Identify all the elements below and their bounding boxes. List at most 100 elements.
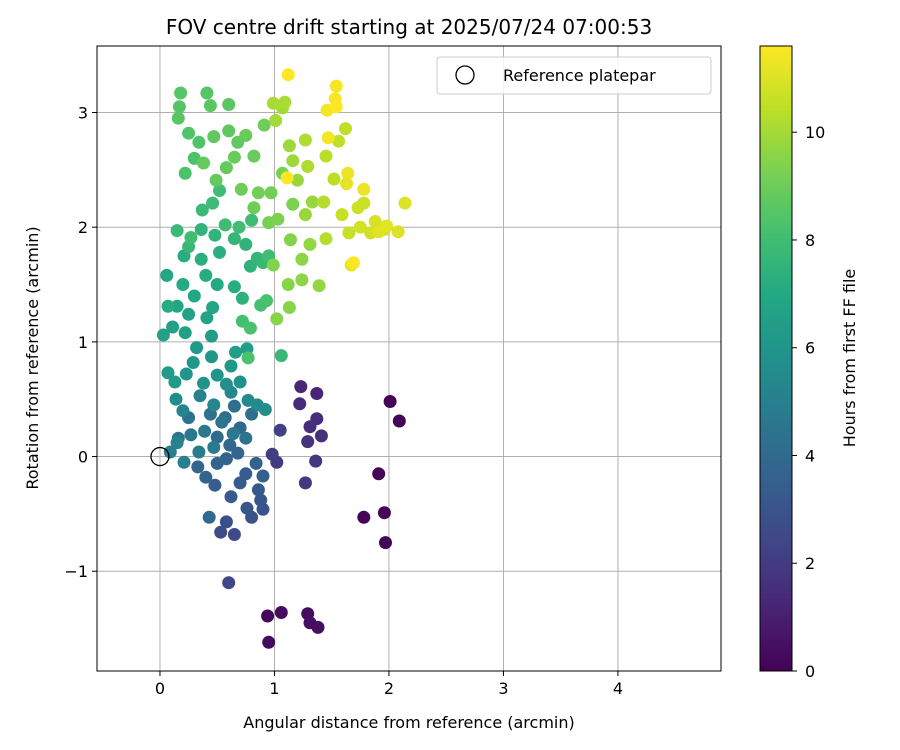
data-point	[311, 620, 325, 634]
data-point	[219, 515, 233, 529]
data-point	[357, 182, 371, 196]
data-point	[319, 149, 333, 163]
data-point	[257, 118, 271, 132]
colorbar-tick-label: 10	[805, 123, 825, 142]
data-point	[245, 213, 259, 227]
x-tick-label: 2	[384, 679, 394, 698]
data-point	[377, 506, 391, 520]
data-point	[282, 139, 296, 153]
data-point	[280, 171, 294, 185]
data-point	[347, 256, 360, 270]
x-tick-label: 1	[269, 679, 279, 698]
data-point	[233, 375, 247, 389]
data-point	[170, 224, 184, 238]
data-point	[176, 278, 190, 291]
data-point	[206, 196, 220, 210]
plot-area-frame	[96, 45, 722, 672]
data-point	[198, 424, 212, 438]
data-point	[305, 195, 319, 209]
data-point	[327, 172, 341, 186]
data-point	[262, 635, 276, 649]
data-point	[260, 294, 273, 308]
colorbar-tick-label: 8	[805, 231, 815, 250]
data-point	[231, 446, 245, 460]
data-point	[161, 299, 175, 313]
data-point	[281, 68, 295, 82]
data-point	[235, 291, 249, 305]
data-point	[298, 476, 312, 490]
y-tick-label: 2	[78, 218, 88, 237]
data-point	[210, 430, 224, 444]
data-point	[176, 404, 190, 418]
data-point	[247, 149, 261, 163]
data-point	[179, 367, 193, 381]
data-point	[207, 130, 221, 144]
data-point	[163, 445, 177, 459]
data-point	[193, 389, 207, 403]
data-point	[227, 528, 241, 541]
data-point	[314, 429, 328, 443]
data-point	[357, 196, 371, 210]
data-point	[294, 380, 308, 394]
data-point	[200, 86, 214, 100]
data-point	[209, 173, 223, 187]
data-point	[208, 228, 222, 242]
data-point	[269, 114, 283, 127]
data-point	[372, 225, 386, 239]
data-point	[178, 326, 192, 340]
data-point	[223, 438, 237, 452]
data-point	[206, 301, 220, 314]
data-point	[335, 208, 349, 222]
data-point	[194, 252, 208, 266]
y-axis: −1 0 1 2 3	[64, 104, 97, 581]
data-point	[174, 86, 188, 100]
colorbar-gradient	[759, 45, 793, 672]
data-point	[227, 399, 241, 413]
data-point	[266, 258, 280, 272]
legend-marker-reference	[455, 65, 475, 85]
data-point	[184, 231, 198, 244]
data-point	[251, 186, 265, 200]
data-point	[192, 445, 206, 459]
data-point	[239, 237, 253, 251]
data-point	[243, 321, 257, 335]
data-point	[339, 122, 352, 136]
colorbar-tick-label: 0	[805, 662, 815, 681]
data-point	[170, 436, 184, 450]
data-point	[341, 166, 355, 180]
data-point	[184, 428, 198, 442]
data-point	[303, 237, 317, 251]
data-point	[215, 415, 229, 429]
data-point	[161, 366, 175, 380]
data-point	[241, 351, 255, 365]
data-point	[222, 576, 236, 590]
data-point	[319, 232, 333, 246]
x-tick-label: 0	[155, 679, 165, 698]
data-point	[170, 299, 184, 313]
data-point	[301, 435, 315, 449]
x-tick-label: 4	[613, 679, 623, 698]
data-point	[273, 423, 287, 437]
data-point	[168, 375, 182, 389]
data-point	[219, 377, 233, 391]
data-point	[295, 273, 309, 287]
data-point	[227, 150, 241, 164]
data-point	[266, 96, 280, 110]
data-point	[222, 98, 236, 111]
data-point	[171, 111, 185, 125]
data-point	[205, 350, 218, 364]
data-point	[208, 478, 222, 492]
data-point	[298, 208, 312, 222]
data-point	[182, 126, 196, 140]
data-point	[191, 460, 205, 474]
data-point	[398, 196, 412, 210]
data-point	[224, 490, 238, 504]
data-point	[232, 220, 246, 234]
data-point	[190, 341, 204, 355]
data-point	[227, 280, 241, 294]
data-point	[172, 100, 186, 114]
x-axis-title: Angular distance from reference (arcmin)	[243, 713, 574, 732]
colorbar: 0 2 4 6 8 10 Hours from first FF file	[759, 45, 859, 681]
colorbar-ticks: 0 2 4 6 8 10	[792, 123, 825, 681]
